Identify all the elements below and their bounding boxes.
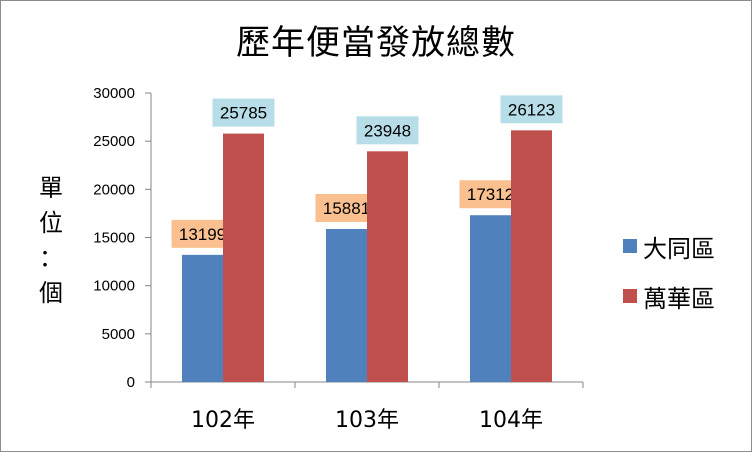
data-label: 26123 xyxy=(508,100,555,119)
y-tick-label: 0 xyxy=(127,374,135,391)
legend-label-series-2: 萬華區 xyxy=(643,284,715,313)
bar xyxy=(367,151,408,382)
data-label: 23948 xyxy=(364,121,411,140)
data-label: 17312 xyxy=(467,185,514,204)
y-axis-label: 單 位 ： 個 xyxy=(39,174,63,307)
legend-swatch-series-2 xyxy=(623,289,637,303)
data-label: 15881 xyxy=(323,199,370,218)
data-label-background xyxy=(500,95,563,124)
data-label-background xyxy=(356,116,419,145)
bar xyxy=(470,215,511,382)
y-tick-label: 15000 xyxy=(93,230,135,247)
legend-item-series-2: 萬華區 xyxy=(623,271,715,321)
y-tick-label: 30000 xyxy=(93,85,135,102)
legend-swatch-series-1 xyxy=(623,239,637,253)
bar xyxy=(223,133,264,382)
legend-item-series-1: 大同區 xyxy=(623,221,715,271)
data-label: 13199 xyxy=(179,225,226,244)
bar xyxy=(326,229,367,382)
bar xyxy=(511,130,552,382)
x-category-label: 102年 xyxy=(191,408,255,433)
y-tick-label: 10000 xyxy=(93,278,135,295)
bar xyxy=(182,254,223,382)
legend: 大同區 萬華區 xyxy=(623,221,715,321)
data-label-background xyxy=(212,98,275,127)
data-label: 25785 xyxy=(220,104,267,123)
y-tick-label: 5000 xyxy=(102,326,135,343)
x-category-label: 104年 xyxy=(479,408,543,433)
x-category-label: 103年 xyxy=(335,408,399,433)
chart-title: 歷年便當發放總數 xyxy=(236,23,516,63)
y-tick-label: 25000 xyxy=(93,133,135,150)
y-tick-label: 20000 xyxy=(93,181,135,198)
legend-label-series-1: 大同區 xyxy=(643,234,715,263)
